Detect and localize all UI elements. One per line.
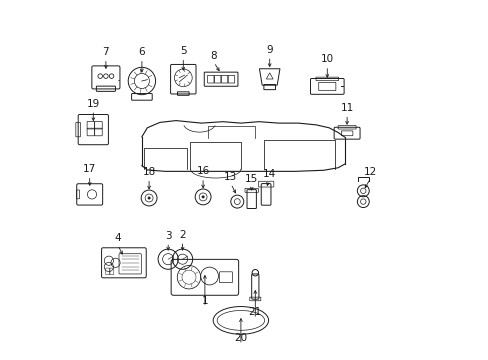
Text: 3: 3	[164, 231, 171, 241]
Text: 4: 4	[114, 233, 121, 243]
Text: 17: 17	[83, 164, 96, 174]
Text: 19: 19	[86, 99, 100, 109]
Text: 5: 5	[180, 46, 186, 56]
Text: 8: 8	[210, 51, 217, 61]
Text: 9: 9	[266, 45, 272, 55]
Text: 13: 13	[224, 172, 237, 182]
Text: 15: 15	[244, 174, 258, 184]
Text: 20: 20	[234, 333, 247, 343]
Text: 11: 11	[340, 103, 353, 113]
Text: 16: 16	[196, 166, 209, 176]
Text: 18: 18	[142, 167, 155, 177]
Text: 6: 6	[138, 47, 145, 57]
Circle shape	[202, 196, 204, 198]
Text: 21: 21	[248, 307, 262, 318]
Text: 12: 12	[363, 167, 376, 177]
Circle shape	[147, 197, 150, 199]
Text: 2: 2	[179, 230, 185, 240]
Text: 10: 10	[320, 54, 333, 64]
Text: 7: 7	[102, 47, 109, 57]
Text: 14: 14	[262, 168, 275, 179]
Text: 1: 1	[201, 296, 208, 306]
